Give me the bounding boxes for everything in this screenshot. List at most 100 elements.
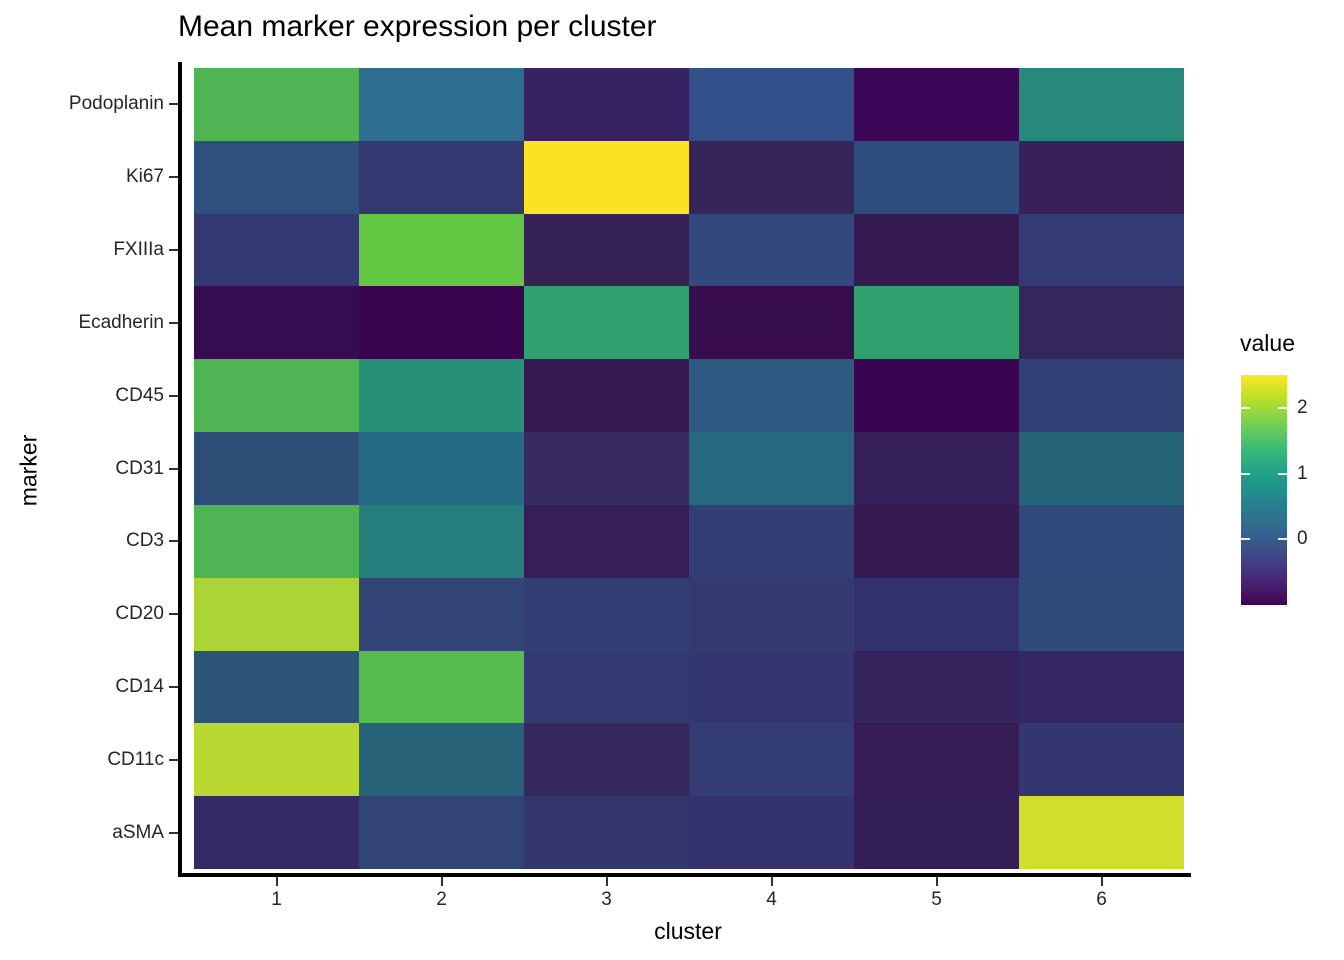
legend-tick-label: 1 <box>1297 462 1308 484</box>
y-axis-tick-label: CD11c <box>107 748 164 770</box>
legend-tickmark <box>1241 472 1250 475</box>
y-axis-tick <box>169 831 178 834</box>
heatmap-cell <box>194 140 359 214</box>
x-axis-tick <box>1100 877 1103 886</box>
heatmap-cell <box>194 577 359 651</box>
heatmap-cell <box>854 68 1019 141</box>
heatmap-cell <box>524 359 689 433</box>
heatmap-cell <box>359 140 524 214</box>
y-axis-tick-label: CD3 <box>125 530 164 552</box>
y-axis-tick <box>169 540 178 543</box>
y-axis-tick <box>169 103 178 106</box>
heatmap-cell <box>359 213 524 287</box>
x-axis-title: cluster <box>654 918 722 944</box>
y-axis-tick-label: CD20 <box>115 603 164 625</box>
x-axis-tick <box>605 877 608 886</box>
y-axis-tick <box>169 758 178 761</box>
x-axis-tick <box>440 877 443 886</box>
heatmap-cell <box>854 723 1019 797</box>
heatmap-cell <box>194 359 359 433</box>
y-axis-tick-label: Ki67 <box>125 166 164 188</box>
legend-tickmark <box>1278 538 1287 541</box>
heatmap-cell <box>524 432 689 505</box>
heatmap-cell <box>359 577 524 651</box>
heatmap-cell <box>524 504 689 578</box>
heatmap-cell <box>524 796 689 869</box>
heatmap-cell <box>854 359 1019 433</box>
y-axis-tick <box>169 176 178 179</box>
x-axis-tick <box>275 877 278 886</box>
heatmap-cell <box>689 723 854 797</box>
plot-title: Mean marker expression per cluster <box>178 10 657 43</box>
y-axis-tick <box>169 321 178 324</box>
heatmap-cell <box>1019 213 1184 287</box>
heatmap-cell <box>689 140 854 214</box>
heatmap-cell <box>524 723 689 797</box>
heatmap-cell <box>359 359 524 433</box>
heatmap-cell <box>854 286 1019 360</box>
heatmap-cell <box>194 286 359 360</box>
x-axis-tick-label: 2 <box>436 889 447 910</box>
y-axis-tick-label: CD31 <box>115 457 164 479</box>
y-axis-tick-label: FXIIIa <box>113 239 164 261</box>
heatmap-cell <box>1019 577 1184 651</box>
legend-colorbar <box>1241 375 1287 605</box>
x-axis-line <box>178 873 1191 877</box>
x-axis-tick-label: 5 <box>931 889 942 910</box>
heatmap-cell <box>359 432 524 505</box>
heatmap-cell <box>1019 432 1184 505</box>
heatmap-cell <box>854 650 1019 724</box>
heatmap-cell <box>689 577 854 651</box>
heatmap-cell <box>1019 650 1184 724</box>
y-axis-tick-label: aSMA <box>112 821 164 843</box>
x-axis-tick-label: 6 <box>1096 889 1107 910</box>
heatmap-cell <box>689 650 854 724</box>
y-axis-tick-label: CD14 <box>115 675 164 697</box>
heatmap-cell <box>194 723 359 797</box>
heatmap-cell <box>194 796 359 869</box>
heatmap-cell <box>854 140 1019 214</box>
heatmap-cell <box>524 68 689 141</box>
heatmap-cell <box>359 504 524 578</box>
heatmap-cell <box>194 504 359 578</box>
heatmap-cell <box>524 650 689 724</box>
heatmap-cell <box>524 577 689 651</box>
heatmap-cell <box>689 796 854 869</box>
heatmap-cell <box>359 723 524 797</box>
heatmap-cell <box>524 213 689 287</box>
heatmap-cell <box>854 796 1019 869</box>
heatmap-cell <box>1019 68 1184 141</box>
y-axis-tick-label: CD45 <box>115 384 164 406</box>
y-axis-tick <box>169 249 178 252</box>
legend-tick-label: 0 <box>1297 528 1308 550</box>
heatmap-cell <box>359 650 524 724</box>
y-axis-line <box>178 62 182 877</box>
legend-tickmark <box>1241 406 1250 409</box>
x-axis-tick <box>935 877 938 886</box>
legend-tick-label: 2 <box>1297 396 1308 418</box>
heatmap-cell <box>194 650 359 724</box>
heatmap-cell <box>689 432 854 505</box>
heatmap-cell <box>524 140 689 214</box>
legend-tickmark <box>1278 406 1287 409</box>
legend-tickmark <box>1241 538 1250 541</box>
heatmap-cell <box>359 68 524 141</box>
x-axis-tick <box>770 877 773 886</box>
heatmap-grid <box>194 68 1184 869</box>
legend-tickmark <box>1278 472 1287 475</box>
y-axis-tick <box>169 394 178 397</box>
heatmap-cell <box>1019 504 1184 578</box>
heatmap-cell <box>854 432 1019 505</box>
heatmap-cell <box>1019 723 1184 797</box>
heatmap-cell <box>854 504 1019 578</box>
heatmap-cell <box>359 286 524 360</box>
y-axis-tick <box>169 613 178 616</box>
heatmap-cell <box>1019 140 1184 214</box>
heatmap-cell <box>689 359 854 433</box>
heatmap-cell <box>359 796 524 869</box>
heatmap-cell <box>854 213 1019 287</box>
heatmap-cell <box>1019 359 1184 433</box>
legend-title: value <box>1240 330 1295 356</box>
x-axis-tick-label: 4 <box>766 889 777 910</box>
